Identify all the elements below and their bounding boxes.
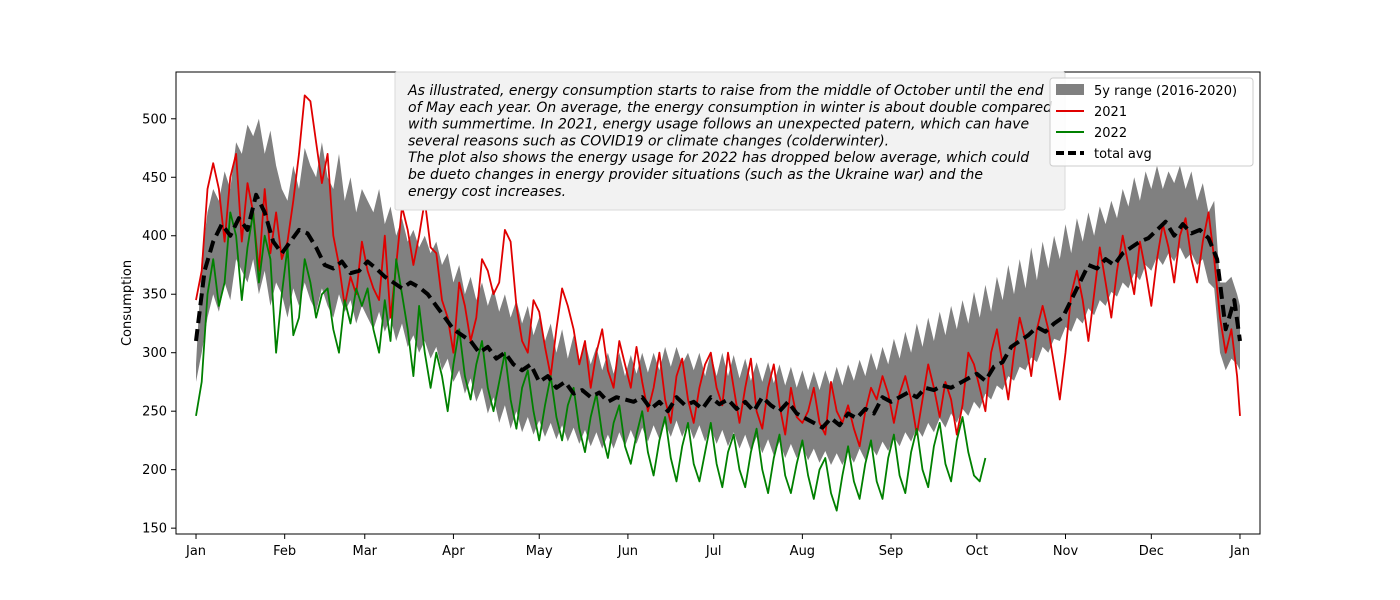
series-line-y2021 xyxy=(195,94,1241,448)
legend: 5y range (2016-2020) 2021 2022 total avg xyxy=(1049,77,1254,167)
x-tick-label: Feb xyxy=(273,544,296,559)
x-tick-label: Oct xyxy=(966,544,988,559)
x-tick-label: Aug xyxy=(790,544,815,559)
x-tick-label: Jan xyxy=(185,544,206,559)
series-line-y2022 xyxy=(195,211,987,512)
legend-label-y2021: 2021 xyxy=(1094,105,1127,120)
x-tick-label: Nov xyxy=(1053,544,1079,559)
y-tick-label: 500 xyxy=(142,112,167,127)
x-tick-label: Jun xyxy=(617,544,638,559)
series-line-avg xyxy=(194,192,1242,430)
range-band xyxy=(196,118,1240,466)
annotation-box: As illustrated, energy consumption start… xyxy=(394,71,1066,211)
annotation-line: The plot also shows the energy usage for… xyxy=(408,150,1029,166)
x-tick-label: Mar xyxy=(353,544,378,559)
axis-ticks: 150 200 250 300 350 400 450 500 Jan Feb Mar Apr May J… xyxy=(142,112,1250,559)
y-tick-label: 350 xyxy=(142,288,167,303)
annotation-line: be dueto changes in energy provider situ… xyxy=(408,167,983,183)
x-tick-label: Dec xyxy=(1139,544,1164,559)
y-tick-label: 450 xyxy=(142,171,167,186)
y-tick-label: 200 xyxy=(142,463,167,478)
x-tick-label: May xyxy=(526,544,553,559)
x-tick-label: Apr xyxy=(442,544,465,559)
legend-label-y2022: 2022 xyxy=(1094,126,1127,141)
x-tick-label: Jan xyxy=(1229,544,1250,559)
x-tick-label: Sep xyxy=(879,544,904,559)
y-tick-label: 250 xyxy=(142,405,167,420)
annotation-line: of May each year. On average, the energy… xyxy=(408,100,1052,116)
y-tick-label: 300 xyxy=(142,346,167,361)
y-tick-label: 150 xyxy=(142,522,167,537)
legend-label-range: 5y range (2016-2020) xyxy=(1094,84,1237,99)
annotation-line: As illustrated, energy consumption start… xyxy=(407,83,1044,99)
y-tick-label: 400 xyxy=(142,229,167,244)
y-axis-label: Consumption xyxy=(120,260,135,346)
legend-swatch-range xyxy=(1056,84,1084,95)
annotation-line: with summertime. In 2021, energy usage f… xyxy=(408,117,1029,133)
legend-frame xyxy=(1049,77,1254,167)
x-tick-label: Jul xyxy=(705,544,722,559)
plot-area xyxy=(194,94,1242,512)
annotation-line: several reasons such as COVID19 or clima… xyxy=(408,133,889,149)
annotation-line: energy cost increases. xyxy=(408,184,566,200)
legend-label-avg: total avg xyxy=(1094,147,1152,162)
